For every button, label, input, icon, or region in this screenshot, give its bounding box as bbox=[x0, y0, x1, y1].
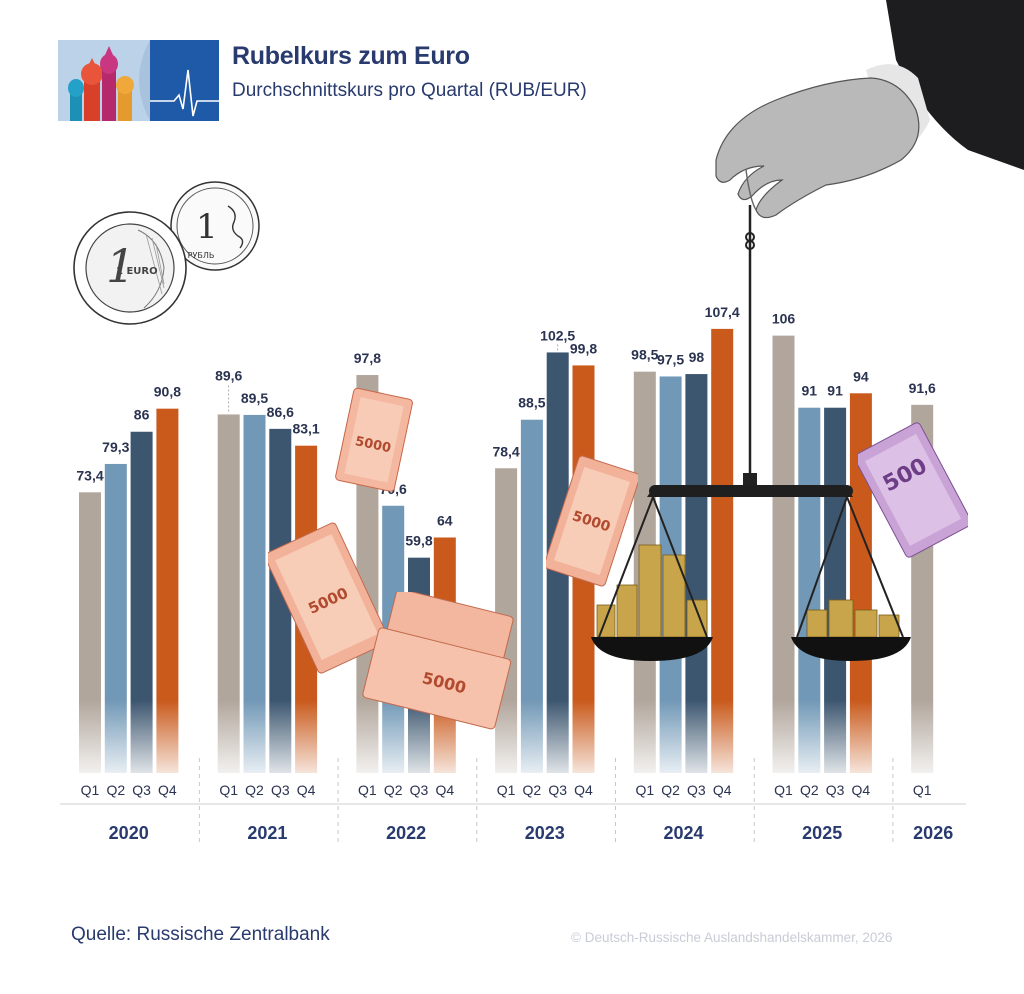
bar-2025-q4 bbox=[849, 393, 872, 773]
quarter-label: Q4 bbox=[297, 782, 316, 798]
hand-icon bbox=[715, 0, 1024, 219]
value-label: 79,3 bbox=[102, 439, 129, 455]
quarter-label: Q1 bbox=[497, 782, 516, 798]
quarter-label: Q1 bbox=[913, 782, 932, 798]
ruble-banknote-icon: 5000 bbox=[546, 455, 638, 587]
year-label-2024: 2024 bbox=[663, 823, 703, 843]
copyright-note: © Deutsch-Russische Auslandshandelskamme… bbox=[571, 930, 893, 945]
bar-2021-q2 bbox=[243, 414, 266, 773]
year-label-2026: 2026 bbox=[913, 823, 953, 843]
value-label: 97,5 bbox=[657, 351, 684, 367]
quarter-label: Q4 bbox=[574, 782, 593, 798]
bar-2021-q3 bbox=[269, 428, 292, 773]
value-label: 89,5 bbox=[241, 390, 268, 406]
value-label: 94 bbox=[853, 368, 869, 384]
value-label: 102,5 bbox=[540, 327, 575, 343]
quarter-label: Q1 bbox=[635, 782, 654, 798]
year-label-2025: 2025 bbox=[802, 823, 842, 843]
ruble-banknote-icon: 5000 bbox=[335, 387, 413, 492]
value-label: 88,5 bbox=[518, 395, 545, 411]
quarter-label: Q1 bbox=[774, 782, 793, 798]
quarter-label: Q4 bbox=[852, 782, 871, 798]
euro-banknote-icon: 500 bbox=[858, 422, 968, 558]
year-label-2020: 2020 bbox=[109, 823, 149, 843]
value-label: 89,6 bbox=[215, 367, 242, 383]
bar-2020-q4 bbox=[156, 408, 179, 773]
quarter-label: Q1 bbox=[219, 782, 238, 798]
quarter-label: Q2 bbox=[661, 782, 680, 798]
quarter-label: Q2 bbox=[523, 782, 542, 798]
quarter-label: Q1 bbox=[81, 782, 100, 798]
quarter-label: Q3 bbox=[271, 782, 290, 798]
quarter-label: Q2 bbox=[106, 782, 125, 798]
value-label: 90,8 bbox=[154, 384, 181, 400]
quarter-label: Q2 bbox=[384, 782, 403, 798]
year-label-2021: 2021 bbox=[247, 823, 287, 843]
value-label: 83,1 bbox=[292, 421, 319, 437]
value-label: 106 bbox=[772, 311, 796, 327]
page-subtitle: Durchschnittskurs pro Quartal (RUB/EUR) bbox=[232, 80, 587, 101]
quarter-label: Q2 bbox=[245, 782, 264, 798]
quarter-label: Q3 bbox=[132, 782, 151, 798]
svg-text:1: 1 bbox=[196, 207, 218, 247]
bar-2024-q4 bbox=[711, 328, 734, 773]
year-label-2022: 2022 bbox=[386, 823, 426, 843]
value-label: 97,8 bbox=[354, 350, 381, 366]
ruble-banknote-icon: 5000 bbox=[268, 522, 386, 674]
bar-2023-q2 bbox=[520, 419, 543, 773]
value-label: 73,4 bbox=[76, 467, 103, 483]
value-label: 98,5 bbox=[631, 347, 658, 363]
quarter-label: Q3 bbox=[687, 782, 706, 798]
ruble-banknote-icon: 5000 bbox=[362, 592, 514, 730]
coin-euro-label: 1 EURO bbox=[116, 266, 158, 277]
value-label: 91 bbox=[802, 383, 818, 399]
value-label: 91 bbox=[827, 383, 843, 399]
year-label-2023: 2023 bbox=[525, 823, 565, 843]
value-label: 98 bbox=[689, 349, 705, 365]
bar-2025-q1 bbox=[772, 335, 795, 773]
quarter-label: Q3 bbox=[410, 782, 429, 798]
quarter-label: Q2 bbox=[800, 782, 819, 798]
bar-2021-q1 bbox=[217, 414, 240, 773]
quarter-label: Q4 bbox=[435, 782, 454, 798]
bar-fade-overlay bbox=[60, 700, 970, 780]
value-label: 59,8 bbox=[405, 533, 432, 549]
value-label: 78,4 bbox=[492, 443, 519, 459]
svg-text:1: 1 bbox=[106, 239, 135, 293]
bar-2020-q2 bbox=[104, 463, 127, 773]
coin-ruble-label: 1 РУБЛЬ bbox=[180, 251, 214, 260]
value-label: 86 bbox=[134, 407, 150, 423]
bar-2020-q3 bbox=[130, 431, 153, 773]
value-label: 86,6 bbox=[267, 404, 294, 420]
quarter-label: Q1 bbox=[358, 782, 377, 798]
logo-icon bbox=[58, 40, 219, 121]
source-note: Quelle: Russische Zentralbank bbox=[71, 924, 330, 945]
value-label: 64 bbox=[437, 512, 453, 528]
page-title: Rubelkurs zum Euro bbox=[232, 42, 470, 70]
value-label: 91,6 bbox=[909, 380, 936, 396]
bar-2025-q3 bbox=[824, 407, 847, 773]
quarter-label: Q4 bbox=[158, 782, 177, 798]
coins-icon: 1 1 РУБЛЬ 1 1 EURO bbox=[73, 181, 260, 325]
balance-scale-icon bbox=[591, 205, 911, 661]
value-label: 107,4 bbox=[705, 304, 740, 320]
banknote-value: 5000 bbox=[354, 434, 393, 456]
quarter-label: Q3 bbox=[826, 782, 845, 798]
bar-2025-q2 bbox=[798, 407, 821, 773]
quarter-label: Q4 bbox=[713, 782, 732, 798]
quarter-label: Q3 bbox=[548, 782, 567, 798]
value-label: 99,8 bbox=[570, 340, 597, 356]
bar-2024-q3 bbox=[685, 374, 708, 773]
